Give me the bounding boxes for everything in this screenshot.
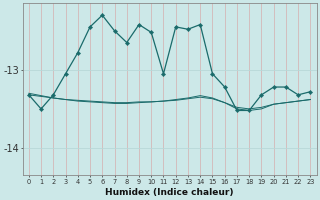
X-axis label: Humidex (Indice chaleur): Humidex (Indice chaleur) xyxy=(105,188,234,197)
